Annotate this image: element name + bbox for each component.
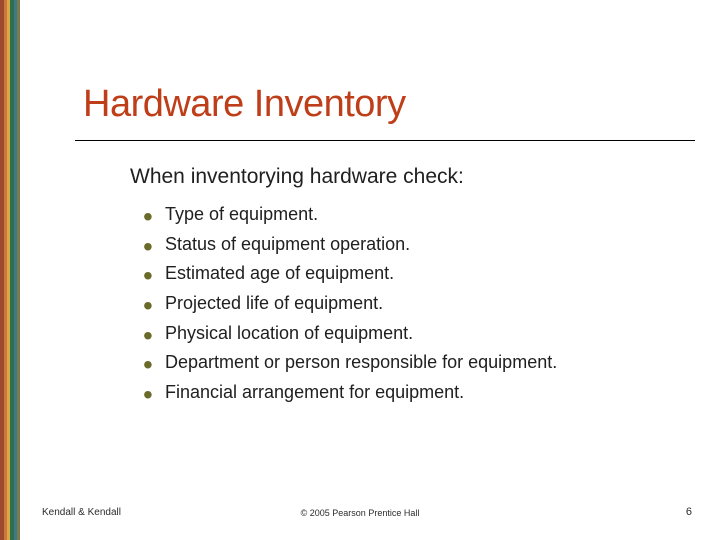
- list-item: Projected life of equipment.: [143, 289, 557, 319]
- intro-text: When inventorying hardware check:: [130, 165, 464, 189]
- list-item: Department or person responsible for equ…: [143, 348, 557, 378]
- footer-page-number: 6: [686, 506, 692, 518]
- footer-copyright: © 2005 Pearson Prentice Hall: [0, 508, 720, 518]
- list-item: Financial arrangement for equipment.: [143, 378, 557, 408]
- list-item: Physical location of equipment.: [143, 319, 557, 349]
- slide-title: Hardware Inventory: [83, 83, 406, 126]
- title-underline: [75, 140, 695, 141]
- decorative-left-stripe: [0, 0, 20, 540]
- list-item: Type of equipment.: [143, 200, 557, 230]
- list-item: Estimated age of equipment.: [143, 259, 557, 289]
- bullet-list: Type of equipment.Status of equipment op…: [143, 200, 557, 408]
- stripe-segment: [17, 0, 20, 540]
- list-item: Status of equipment operation.: [143, 230, 557, 260]
